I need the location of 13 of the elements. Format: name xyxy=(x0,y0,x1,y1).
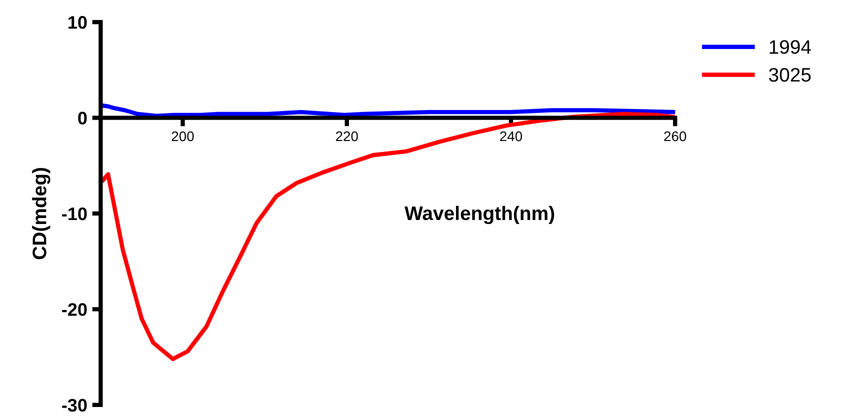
legend-label: 3025 xyxy=(769,68,811,82)
y-tick-label: 10 xyxy=(68,16,87,29)
legend-label: 1994 xyxy=(770,40,811,54)
y-tick-label: -10 xyxy=(62,207,87,220)
x-tick-label: 200 xyxy=(172,131,194,142)
x-tick-label: 220 xyxy=(336,131,358,142)
x-tick-label: 240 xyxy=(500,131,522,142)
y-tick-label: 0 xyxy=(78,112,87,125)
y-tick-label: -30 xyxy=(62,398,87,412)
x-axis-title: Wavelength(nm) xyxy=(404,206,554,224)
y-tick-label: -20 xyxy=(62,303,87,316)
y-axis-title: CD(mdeg) xyxy=(32,168,50,260)
x-tick-label: 260 xyxy=(664,131,686,142)
